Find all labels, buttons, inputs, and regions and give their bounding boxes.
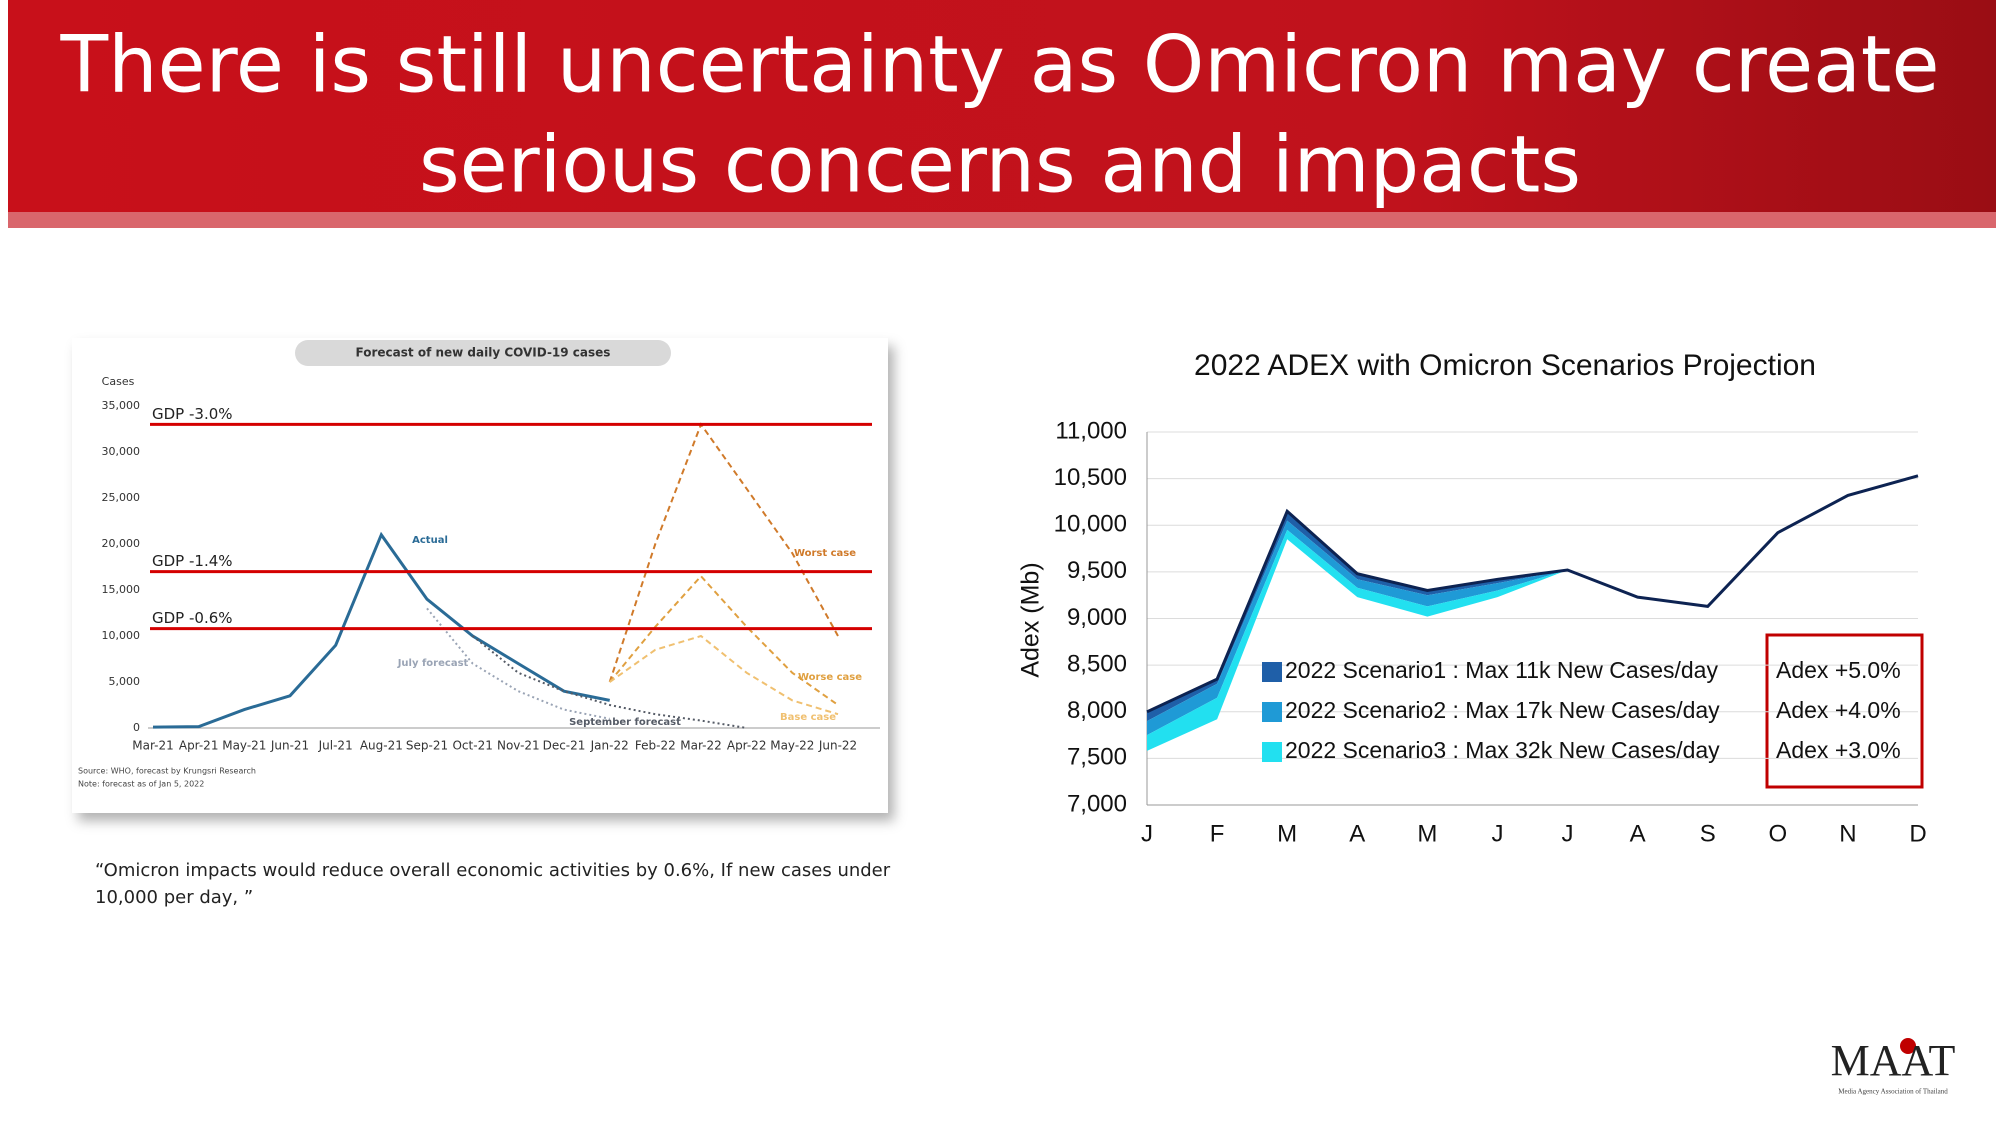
x-tick-label: N [1839, 820, 1856, 847]
series-line [609, 634, 839, 716]
y-tick-label: 9,000 [1067, 604, 1127, 631]
logo-dot [1900, 1038, 1916, 1054]
x-tick-label: M [1277, 820, 1297, 847]
y-tick-label: 15,000 [102, 583, 141, 596]
adex-box [1765, 633, 1924, 789]
legend-label: 2022 Scenario2 : Max 17k New Cases/day [1285, 697, 1720, 723]
x-tick-label: Dec-21 [543, 739, 586, 753]
y-tick-label: 30,000 [102, 445, 141, 458]
y-tick-label: 10,500 [1054, 464, 1127, 491]
series-line [608, 422, 839, 683]
scenario-band [1147, 529, 1568, 751]
x-tick-label: Feb-22 [635, 739, 676, 753]
series-line [608, 574, 839, 706]
reference-label: GDP -3.0% [152, 405, 233, 423]
y-tick-label: 11,000 [1055, 417, 1127, 444]
adex-label: Adex +5.0% [1776, 657, 1901, 683]
left-chart-title-pill [295, 340, 671, 366]
x-tick-label: J [1562, 820, 1574, 847]
x-tick-label: Mar-22 [680, 739, 721, 753]
y-tick-label: 35,000 [102, 399, 141, 412]
x-tick-label: D [1909, 820, 1926, 847]
x-tick-label: Apr-21 [179, 739, 219, 753]
x-tick-label: J [1491, 820, 1503, 847]
y-tick-label: 10,000 [102, 629, 141, 642]
legend-swatch [1262, 742, 1282, 762]
series-line [1146, 474, 1919, 714]
y-tick-label: 7,500 [1067, 744, 1127, 771]
logo: MAAT [1831, 1036, 1956, 1085]
series-line [152, 531, 610, 729]
y-axis-label: Adex (Mb) [1017, 562, 1045, 677]
source-note: Note: forecast as of Jan 5, 2022 [78, 780, 204, 789]
x-tick-label: Sep-21 [406, 739, 448, 753]
header-stripe [8, 212, 1996, 228]
x-tick-label: J [1141, 820, 1153, 847]
y-tick-label: 10,000 [1054, 511, 1127, 538]
reference-label: GDP -1.4% [152, 552, 233, 570]
y-tick-label: 8,500 [1067, 650, 1127, 677]
y-tick-label: 20,000 [102, 537, 141, 550]
x-tick-label: Nov-21 [497, 739, 540, 753]
x-tick-label: Jun-22 [818, 739, 857, 753]
series-label: July forecast [397, 658, 469, 669]
y-tick-label: 5,000 [109, 675, 141, 688]
caption: “Omicron impacts would reduce overall ec… [95, 860, 891, 881]
series-label: Worst case [794, 548, 856, 559]
x-tick-label: A [1349, 820, 1365, 847]
series-label: Actual [412, 535, 448, 546]
x-tick-label: Jun-21 [270, 739, 309, 753]
left-chart-panel [72, 338, 888, 813]
right-chart-title: 2022 ADEX with Omicron Scenarios Project… [1194, 349, 1816, 382]
x-tick-label: May-22 [770, 739, 814, 753]
x-tick-label: F [1210, 820, 1225, 847]
y-tick-label: 7,000 [1067, 790, 1127, 817]
slide-title: There is still uncertainty as Omicron ma… [60, 20, 1940, 110]
caption: 10,000 per day, ” [95, 887, 253, 908]
series-label: Worse case [798, 672, 862, 683]
x-tick-label: Oct-21 [452, 739, 492, 753]
legend-swatch [1262, 702, 1282, 722]
x-tick-label: A [1630, 820, 1646, 847]
legend-swatch [1262, 662, 1282, 682]
logo-subtitle: Media Agency Association of Thailand [1838, 1088, 1948, 1096]
reference-label: GDP -0.6% [152, 609, 233, 627]
series-label: September forecast [569, 717, 681, 728]
x-tick-label: S [1700, 820, 1716, 847]
legend-label: 2022 Scenario3 : Max 32k New Cases/day [1285, 737, 1720, 763]
x-tick-label: Jan-22 [590, 739, 629, 753]
y-axis-label: Cases [102, 375, 135, 388]
x-tick-label: Apr-22 [727, 739, 767, 753]
adex-label: Adex +3.0% [1776, 737, 1901, 763]
x-tick-label: M [1417, 820, 1437, 847]
y-tick-label: 25,000 [102, 491, 141, 504]
source-note: Source: WHO, forecast by Krungsri Resear… [78, 767, 256, 776]
x-tick-label: Mar-21 [132, 739, 173, 753]
left-chart-title: Forecast of new daily COVID-19 cases [356, 346, 611, 360]
series-label: Base case [780, 712, 836, 723]
legend-label: 2022 Scenario1 : Max 11k New Cases/day [1285, 657, 1718, 683]
x-tick-label: Jul-21 [318, 739, 353, 753]
x-tick-label: O [1768, 820, 1787, 847]
x-tick-label: May-21 [222, 739, 266, 753]
y-tick-label: 0 [133, 721, 140, 734]
header-band [8, 0, 1996, 214]
slide-title: serious concerns and impacts [419, 120, 1581, 210]
adex-label: Adex +4.0% [1776, 697, 1901, 723]
y-tick-label: 9,500 [1067, 557, 1127, 584]
series-line [472, 635, 747, 729]
y-tick-label: 8,000 [1067, 697, 1127, 724]
x-tick-label: Aug-21 [360, 739, 403, 753]
